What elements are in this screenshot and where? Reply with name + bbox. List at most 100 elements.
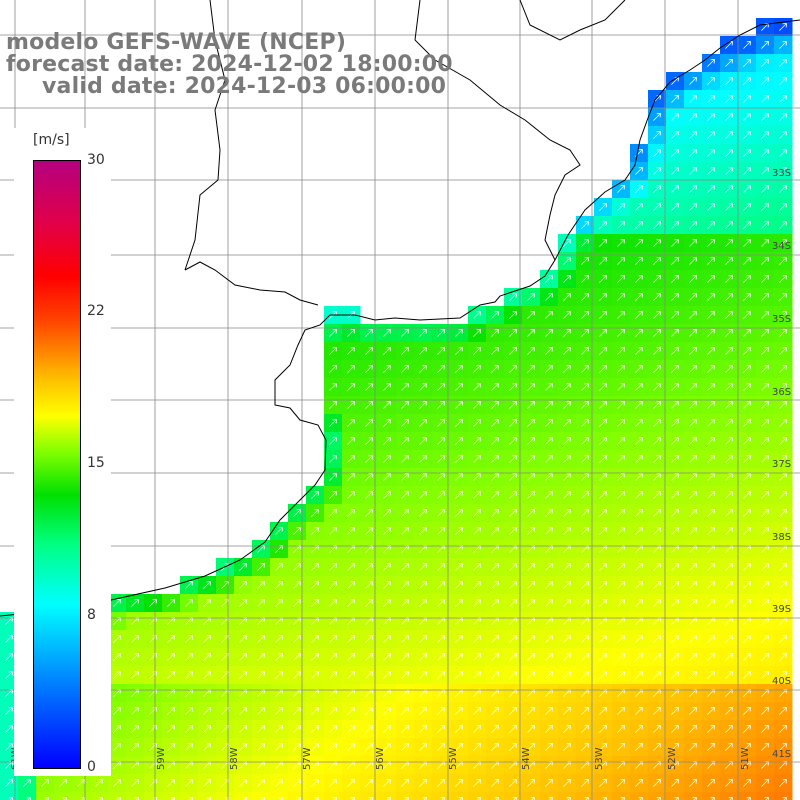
wind-arrow — [584, 797, 589, 800]
wind-arrow — [617, 473, 625, 481]
wind-arrow — [761, 743, 769, 751]
wind-arrow — [113, 707, 121, 715]
wind-arrow — [653, 419, 661, 427]
wind-arrow — [275, 779, 283, 787]
wind-arrow — [671, 707, 679, 715]
wind-arrow — [599, 581, 607, 589]
longitude-label: 53W — [594, 747, 605, 770]
wind-arrow — [545, 779, 553, 787]
wind-arrow — [365, 671, 373, 679]
wind-arrow — [167, 653, 175, 661]
wind-cell — [684, 792, 703, 800]
wind-arrow — [437, 653, 445, 661]
wind-arrow — [635, 419, 643, 427]
wind-arrow — [473, 383, 481, 391]
wind-arrow — [257, 779, 265, 787]
wind-arrow — [689, 491, 697, 499]
wind-arrow — [113, 743, 121, 751]
wind-arrow — [617, 311, 625, 319]
wind-arrow — [365, 653, 373, 661]
wind-arrow — [455, 383, 463, 391]
wind-arrow — [329, 401, 337, 409]
wind-arrow — [401, 707, 409, 715]
wind-arrow — [689, 311, 697, 319]
wind-arrow — [635, 455, 643, 463]
wind-arrow — [419, 491, 427, 499]
wind-cell — [54, 792, 73, 800]
wind-arrow — [782, 797, 787, 800]
wind-arrow — [566, 797, 571, 800]
wind-arrow — [635, 743, 643, 751]
wind-arrow — [527, 707, 535, 715]
wind-arrow — [185, 743, 193, 751]
wind-arrow — [779, 437, 787, 445]
wind-arrow — [617, 599, 625, 607]
wind-arrow — [581, 707, 589, 715]
wind-arrow — [437, 365, 445, 373]
wind-arrow — [545, 473, 553, 481]
wind-arrow — [527, 725, 535, 733]
wind-arrow — [725, 671, 733, 679]
wind-arrow — [689, 635, 697, 643]
wind-arrow — [761, 455, 769, 463]
wind-arrow — [473, 473, 481, 481]
wind-arrow — [365, 401, 373, 409]
wind-arrow — [422, 797, 427, 800]
wind-arrow — [725, 311, 733, 319]
longitude-label: 57W — [302, 747, 313, 770]
wind-arrow — [671, 275, 679, 283]
wind-arrow — [401, 329, 409, 337]
wind-arrow — [761, 347, 769, 355]
wind-arrow — [761, 365, 769, 373]
wind-arrow — [635, 473, 643, 481]
wind-arrow — [491, 419, 499, 427]
wind-arrow — [527, 743, 535, 751]
wind-arrow — [332, 797, 337, 800]
wind-cell — [396, 792, 415, 800]
wind-arrow — [635, 653, 643, 661]
wind-arrow — [617, 221, 625, 229]
wind-arrow — [581, 311, 589, 319]
wind-arrow — [23, 779, 31, 787]
wind-arrow — [401, 779, 409, 787]
wind-arrow — [365, 329, 373, 337]
wind-arrow — [743, 365, 751, 373]
wind-arrow — [563, 509, 571, 517]
wind-cell — [486, 792, 505, 800]
wind-arrow — [473, 401, 481, 409]
wind-arrow — [635, 581, 643, 589]
wind-arrow — [275, 743, 283, 751]
wind-arrow — [8, 797, 13, 800]
wind-arrow — [545, 455, 553, 463]
wind-arrow — [707, 167, 715, 175]
wind-arrow — [473, 437, 481, 445]
wind-arrow — [653, 185, 661, 193]
longitude-label: 54W — [521, 747, 532, 770]
wind-arrow — [383, 635, 391, 643]
wind-arrow — [743, 311, 751, 319]
wind-arrow — [653, 725, 661, 733]
wind-arrow — [725, 509, 733, 517]
wind-arrow — [779, 347, 787, 355]
wind-arrow — [779, 527, 787, 535]
wind-arrow — [185, 599, 193, 607]
wind-arrow — [743, 473, 751, 481]
wind-arrow — [653, 239, 661, 247]
wind-arrow — [692, 797, 697, 800]
wind-arrow — [473, 527, 481, 535]
wind-arrow — [329, 581, 337, 589]
wind-arrow — [257, 671, 265, 679]
wind-arrow — [242, 797, 247, 800]
wind-arrow — [203, 779, 211, 787]
wind-arrow — [707, 59, 715, 67]
wind-arrow — [185, 671, 193, 679]
wind-arrow — [689, 743, 697, 751]
wind-arrow — [581, 527, 589, 535]
wind-arrow — [617, 437, 625, 445]
wind-arrow — [725, 113, 733, 121]
wind-arrow — [779, 257, 787, 265]
wind-arrow — [311, 779, 319, 787]
latitude-label: 33S — [772, 168, 792, 179]
wind-arrow — [545, 275, 553, 283]
wind-arrow — [527, 419, 535, 427]
